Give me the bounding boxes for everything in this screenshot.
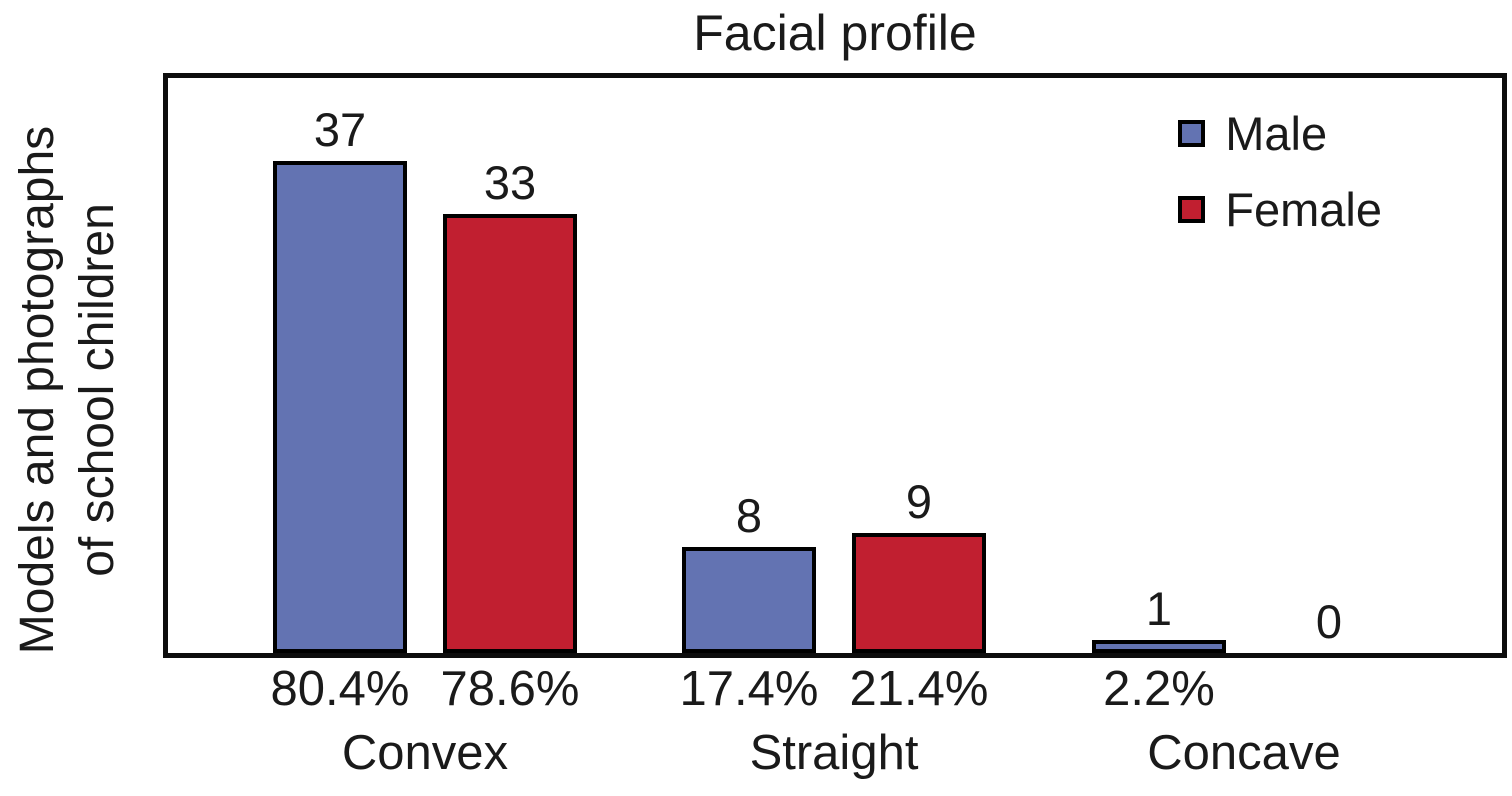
female-bar-straight: 9 [852, 478, 986, 653]
legend-label-male: Male [1225, 106, 1328, 160]
bar-value-label: 37 [313, 103, 367, 156]
male-percent-label-convex: 80.4% [270, 662, 410, 716]
legend-row-female: Female [1178, 184, 1382, 234]
female-legend-swatch-icon [1178, 195, 1206, 223]
male-bar-rect [1092, 640, 1226, 653]
male-bar-rect [682, 547, 816, 653]
female-bar-rect [443, 214, 577, 653]
male-bar-convex: 37 [273, 106, 407, 653]
legend-label-female: Female [1225, 182, 1382, 236]
male-legend-swatch-icon [1178, 119, 1206, 147]
male-bar-concave: 1 [1092, 585, 1226, 653]
legend-row-male: Male [1178, 108, 1382, 158]
female-bar-rect [852, 533, 986, 653]
y-axis-label-line2: of school children [71, 203, 125, 577]
y-axis-label-line1: Models and photographs [11, 125, 64, 655]
category-label-straight: Straight [749, 726, 919, 780]
bar-value-label: 9 [905, 475, 933, 528]
male-bar-rect [273, 161, 407, 653]
female-percent-label-convex: 78.6% [440, 662, 580, 716]
bar-value-label: 33 [483, 156, 537, 209]
male-percent-label-straight: 17.4% [679, 662, 819, 716]
bar-value-label: 1 [1145, 582, 1173, 635]
legend: Male Female [1178, 108, 1382, 260]
category-label-concave: Concave [1147, 726, 1341, 780]
plot-area: 37 33 8 9 1 0 Male Female [163, 73, 1507, 658]
male-percent-label-concave: 2.2% [1103, 662, 1215, 716]
chart-title: Facial profile [693, 5, 977, 61]
bar-value-label: 8 [735, 489, 763, 542]
bar-value-label: 0 [1315, 595, 1343, 648]
male-bar-straight: 8 [682, 492, 816, 653]
female-bar-convex: 33 [443, 159, 577, 653]
y-axis-label: Models and photographs of school childre… [8, 10, 132, 770]
category-label-convex: Convex [341, 726, 509, 780]
female-percent-label-straight: 21.4% [849, 662, 989, 716]
